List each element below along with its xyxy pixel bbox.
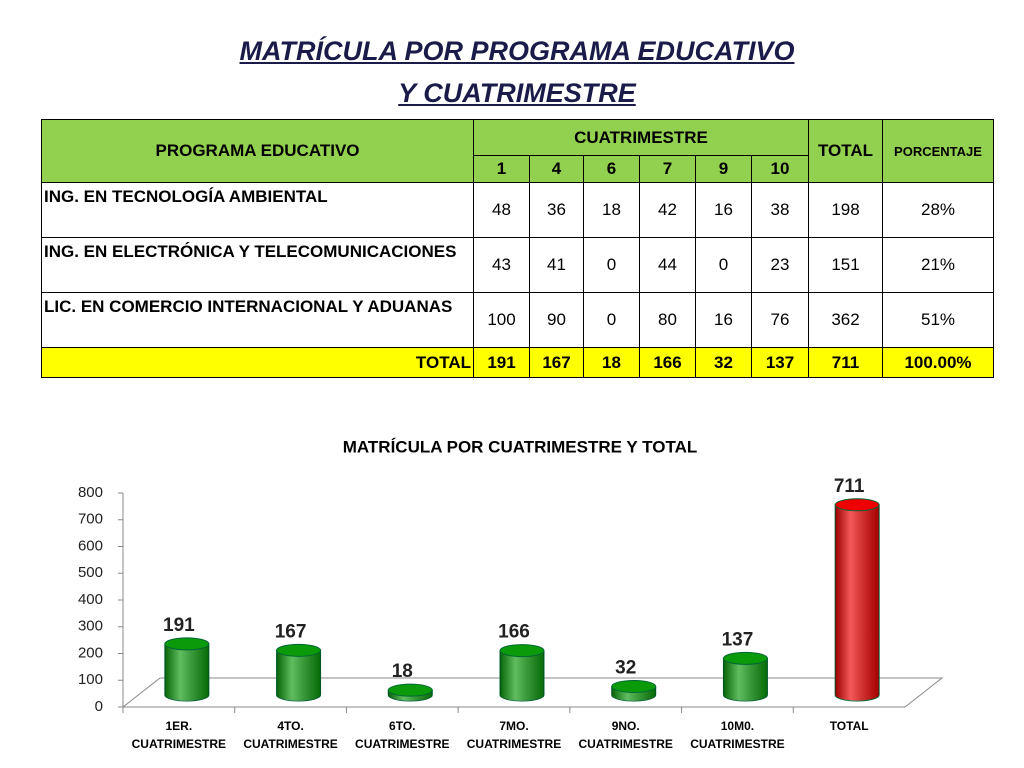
percent-cell: 100.00% (882, 347, 994, 378)
header-cell: CUATRIMESTRE (473, 119, 809, 156)
table-row: ING. EN TECNOLOGÍA AMBIENTAL 48 36 18 42 16 38… (41, 182, 994, 238)
bar-top (499, 644, 545, 658)
table-row: TOTAL 191 167 18 166 32 137 711 100.00% (41, 347, 994, 378)
program-cell: LIC. EN COMERCIO INTERNACIONAL Y ADUANAS (41, 292, 474, 348)
data-label: 711 (834, 476, 865, 497)
y-tick-label: 400 (78, 591, 103, 608)
header-cell: 6 (583, 155, 640, 183)
table-row: ING. EN ELECTRÓNICA Y TELECOMUNICACIONES… (41, 237, 994, 293)
y-tick-label: 500 (78, 564, 103, 581)
slide-title: MATRÍCULA POR PROGRAMA EDUCATIVO (239, 36, 795, 66)
table-row: LIC. EN COMERCIO INTERNACIONAL Y ADUANAS… (41, 292, 994, 348)
value-cell: 0 (583, 237, 640, 293)
bar-shade (500, 650, 544, 701)
x-tick-label: 9NO. CUATRIMESTRE (578, 719, 673, 751)
value-cell: 80 (639, 292, 696, 348)
y-tick-label: 600 (78, 537, 103, 554)
program-cell: TOTAL (41, 347, 474, 378)
header-cell: 9 (695, 155, 752, 183)
x-tick-label: 6TO. CUATRIMESTRE (355, 719, 450, 751)
header-cell: 4 (529, 155, 584, 183)
value-cell: 32 (695, 347, 752, 378)
x-tick-label: 7MO. CUATRIMESTRE (466, 719, 562, 751)
value-cell: 100 (473, 292, 530, 348)
value-cell: 43 (473, 237, 530, 293)
x-tick-label: 10M0. CUATRIMESTRE (690, 719, 785, 751)
program-cell: ING. EN ELECTRÓNICA Y TELECOMUNICACIONES (41, 237, 474, 293)
header-cell: 1 (473, 155, 530, 183)
y-tick-label: 300 (78, 618, 103, 635)
value-cell: 90 (529, 292, 584, 348)
data-label: 137 (722, 629, 754, 650)
header-cell: TOTAL (808, 119, 883, 183)
bar-shade (835, 504, 880, 701)
enrollment-table: PROGRAMA EDUCATIVO CUATRIMESTRE TOTAL PO… (41, 119, 994, 378)
bar-shade (164, 643, 209, 701)
y-tick-label: 800 (78, 484, 103, 501)
bar-top (834, 498, 880, 512)
bar-shade (723, 658, 768, 701)
total-cell: 711 (808, 347, 883, 378)
bar-top (387, 683, 433, 697)
data-label: 18 (392, 661, 413, 682)
total-cell: 362 (808, 292, 883, 348)
program-cell: ING. EN TECNOLOGÍA AMBIENTAL (41, 182, 474, 238)
data-label: 166 (498, 622, 530, 643)
value-cell: 166 (639, 347, 696, 378)
x-tick-label: TOTAL (829, 719, 869, 733)
y-tick-label: 200 (78, 644, 103, 661)
total-cell: 151 (808, 237, 883, 293)
value-cell: 18 (583, 347, 640, 378)
value-cell: 36 (529, 182, 584, 238)
data-label: 167 (275, 621, 307, 642)
data-label: 191 (163, 615, 195, 636)
slide-title: Y CUATRIMESTRE (398, 78, 636, 108)
value-cell: 42 (639, 182, 696, 238)
y-tick-label: 0 (95, 698, 103, 715)
percent-cell: 21% (882, 237, 994, 293)
bar-top (611, 679, 657, 693)
header-cell: PORCENTAJE (882, 119, 994, 183)
data-label: 32 (615, 657, 636, 678)
x-tick-label: 1ER. CUATRIMESTRE (131, 719, 227, 751)
bar-shade (276, 650, 321, 701)
bar-top (164, 637, 210, 651)
value-cell: 41 (529, 237, 584, 293)
value-cell: 167 (529, 347, 584, 378)
header-cell: PROGRAMA EDUCATIVO (41, 119, 474, 183)
bar-top (722, 651, 768, 665)
y-tick-label: 700 (78, 511, 103, 528)
x-tick-label: 4TO. CUATRIMESTRE (243, 719, 338, 751)
total-cell: 198 (808, 182, 883, 238)
bar-top (276, 643, 322, 657)
value-cell: 48 (473, 182, 530, 238)
y-tick-label: 100 (78, 671, 103, 688)
value-cell: 44 (639, 237, 696, 293)
percent-cell: 28% (882, 182, 994, 238)
chart-title: MATRÍCULA POR CUATRIMESTRE Y TOTAL (343, 437, 697, 456)
header-cell: 7 (639, 155, 696, 183)
value-cell: 16 (695, 182, 752, 238)
value-cell: 76 (751, 292, 809, 348)
value-cell: 38 (751, 182, 809, 238)
value-cell: 16 (695, 292, 752, 348)
